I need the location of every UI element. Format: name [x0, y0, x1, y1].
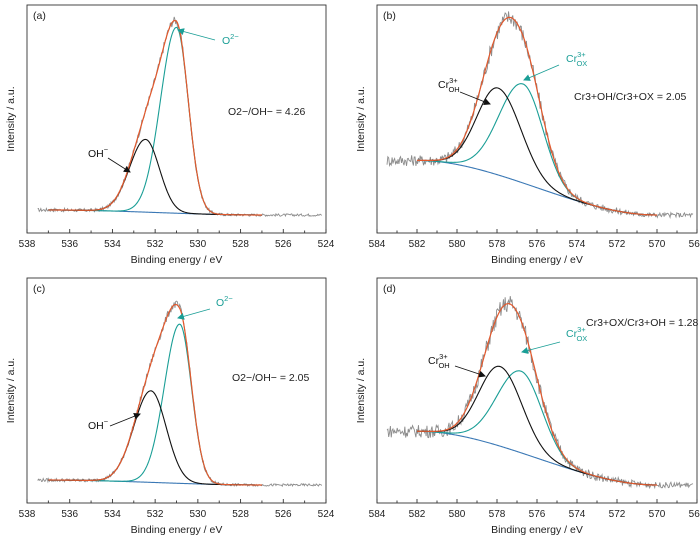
- x-tick-label: 574: [569, 239, 586, 250]
- peak-arrow: [523, 64, 560, 81]
- x-tick-label: 568: [689, 239, 700, 250]
- x-tick-label: 530: [190, 509, 207, 520]
- x-tick-label: 574: [569, 509, 586, 520]
- y-axis-title: Intensity / a.u.: [5, 358, 17, 423]
- panel-label: (b): [383, 10, 396, 22]
- peak-arrow: [177, 28, 216, 41]
- x-tick-label: 568: [689, 509, 700, 520]
- x-tick-label: 584: [369, 239, 386, 250]
- ratio-annotation: Cr3+OH/Cr3+OX = 2.05: [574, 91, 687, 103]
- peak-arrow: [177, 308, 211, 320]
- panel-a: 538 536 534 532 530 528 526 524 Binding energy /…: [5, 4, 335, 266]
- envelope-line: [417, 16, 657, 216]
- peak-arrow: [454, 365, 486, 378]
- raw-spectrum-line: [386, 11, 694, 219]
- peak-label: Cr3+ OH: [438, 76, 460, 94]
- x-tick-label: 534: [104, 239, 121, 250]
- x-axis-title: Binding energy / eV: [491, 254, 583, 266]
- x-axis-title: Binding energy / eV: [131, 254, 223, 266]
- x-tick-label: 538: [19, 239, 36, 250]
- peak-label: O2−: [216, 294, 233, 309]
- x-tick-label: 524: [318, 239, 335, 250]
- y-axis-title: Intensity / a.u.: [355, 86, 367, 151]
- envelope-line: [417, 303, 657, 486]
- x-tick-label: 530: [190, 239, 207, 250]
- peak-arrow: [459, 91, 491, 106]
- peak-label: Cr3+ OH: [428, 352, 450, 370]
- peak-label: Cr3+ OX: [566, 325, 587, 343]
- panel-label: (d): [383, 283, 396, 295]
- envelope-line: [48, 303, 262, 486]
- y-axis-title: Intensity / a.u.: [355, 358, 367, 423]
- x-tick-label: 580: [449, 239, 466, 250]
- plot-frame: [26, 277, 327, 504]
- panel-c: 538 536 534 532 530 528 526 524 Binding energy /…: [5, 277, 335, 536]
- x-tick-label: 526: [275, 239, 292, 250]
- x-tick-label: 570: [649, 509, 666, 520]
- envelope-line: [48, 19, 262, 216]
- peak-label: OH−: [88, 417, 109, 432]
- plot-frame: [376, 4, 698, 234]
- peak-line-o2: [48, 26, 262, 216]
- ratio-annotation: Cr3+OX/Cr3+OH = 1.28: [586, 317, 699, 329]
- x-tick-label: 532: [147, 509, 164, 520]
- x-tick-label: 536: [61, 509, 78, 520]
- x-tick-label: 578: [489, 509, 506, 520]
- x-tick-label: 538: [19, 509, 36, 520]
- x-tick-label: 534: [104, 509, 121, 520]
- x-tick-label: 578: [489, 239, 506, 250]
- x-tick-label: 570: [649, 239, 666, 250]
- x-tick-label: 576: [529, 509, 546, 520]
- plot-frame: [26, 4, 327, 234]
- x-tick-label: 582: [409, 239, 426, 250]
- x-tick-label: 580: [449, 509, 466, 520]
- x-tick-label: 572: [609, 509, 626, 520]
- x-tick-label: 582: [409, 509, 426, 520]
- panel-label: (a): [33, 10, 46, 22]
- ratio-annotation: O2−/OH− = 2.05: [232, 372, 310, 384]
- x-tick-label: 536: [61, 239, 78, 250]
- raw-spectrum-line: [37, 300, 323, 488]
- peak-label: O2−: [222, 32, 239, 47]
- x-tick-label: 528: [232, 239, 249, 250]
- peak-arrow: [109, 412, 141, 427]
- peak-arrow: [521, 341, 561, 354]
- panel-d: 584 582 580 578 576 574 572 570 568 Binding energ…: [355, 277, 700, 536]
- peak-arrow: [107, 157, 131, 173]
- x-tick-label: 526: [275, 509, 292, 520]
- peak-label: Cr3+ OX: [566, 50, 587, 68]
- y-axis-title: Intensity / a.u.: [5, 86, 17, 151]
- x-tick-label: 576: [529, 239, 546, 250]
- x-tick-label: 572: [609, 239, 626, 250]
- x-tick-label: 528: [232, 509, 249, 520]
- plot-frame: [376, 277, 698, 504]
- x-tick-label: 524: [318, 509, 335, 520]
- x-axis-title: Binding energy / eV: [491, 524, 583, 536]
- panel-label: (c): [33, 283, 45, 295]
- background-line: [417, 159, 657, 216]
- x-axis-title: Binding energy / eV: [131, 524, 223, 536]
- panel-b: 584 582 580 578 576 574 572 570 568 Binding energ…: [355, 4, 700, 266]
- x-tick-label: 532: [147, 239, 164, 250]
- x-tick-label: 584: [369, 509, 386, 520]
- peak-label: OH−: [88, 145, 109, 160]
- peak-line-oh: [48, 138, 262, 216]
- ratio-annotation: O2−/OH− = 4.26: [228, 106, 306, 118]
